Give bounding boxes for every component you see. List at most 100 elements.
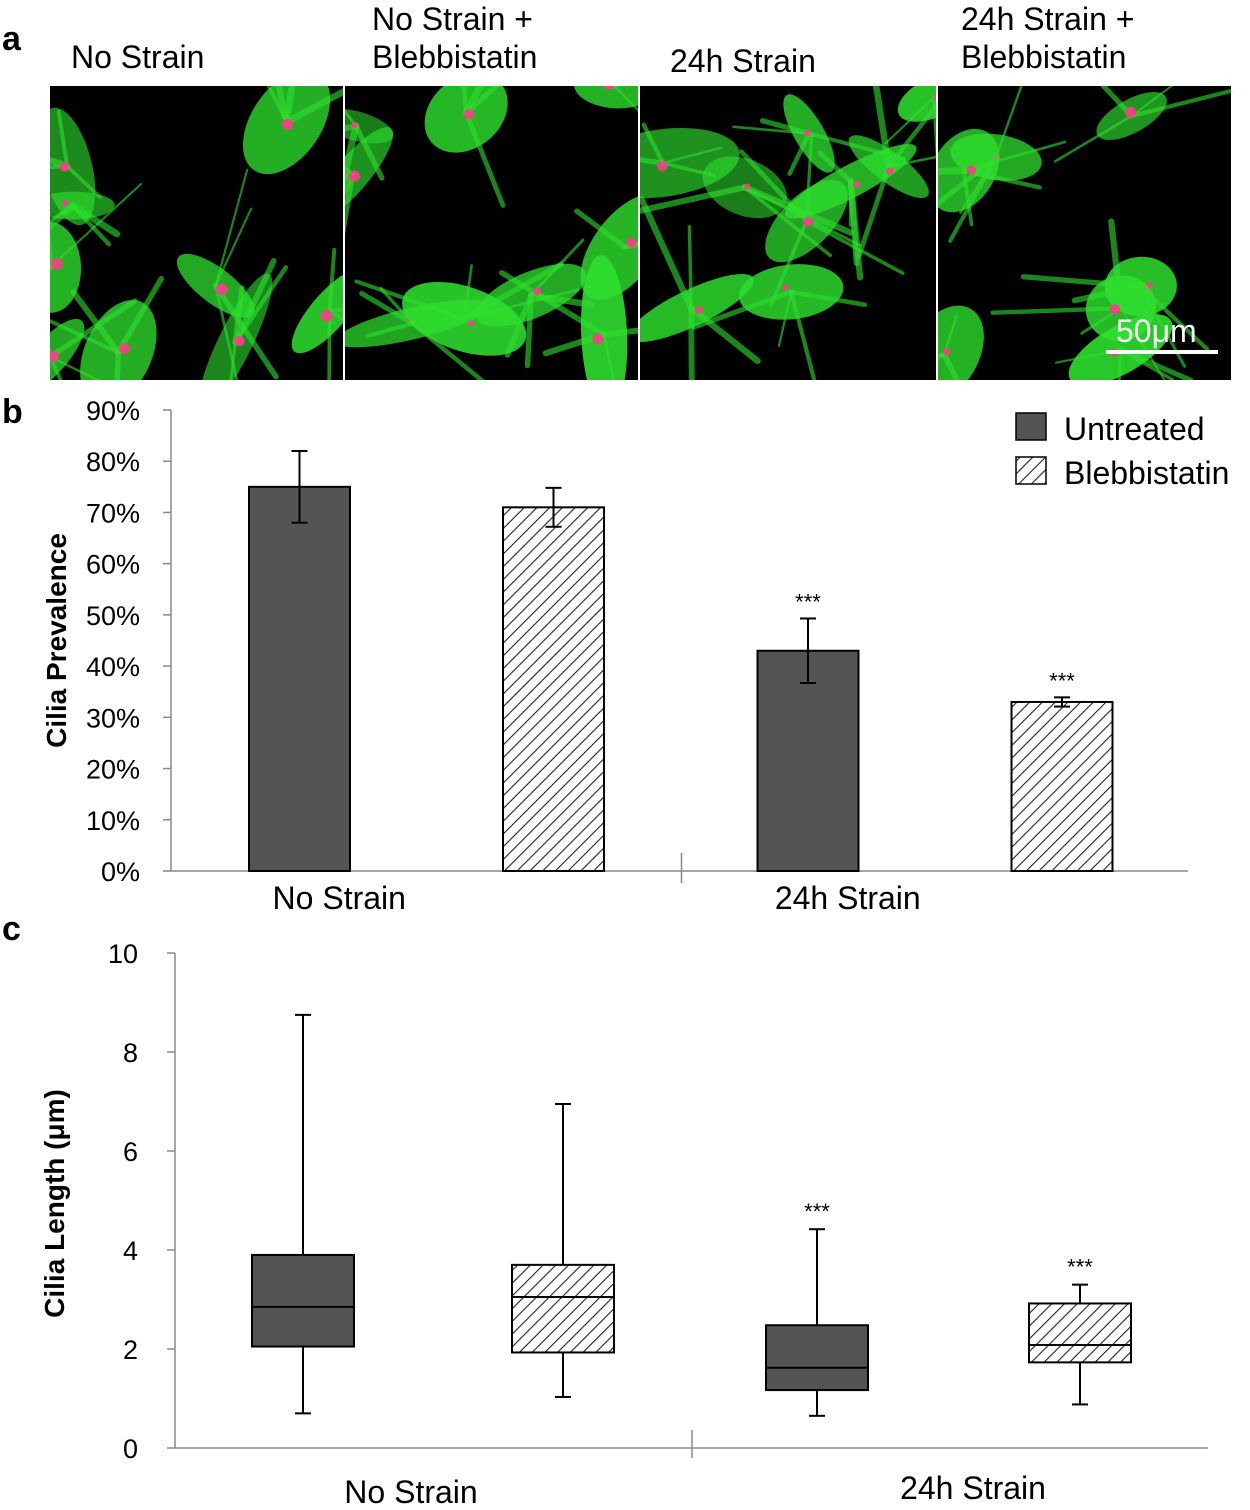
condition-title-2: No Strain + Blebbistatin xyxy=(372,0,537,76)
actin-fiber xyxy=(661,146,723,165)
actin-fiber xyxy=(1119,307,1166,380)
actin-fiber xyxy=(687,304,761,365)
actin-fiber xyxy=(229,340,237,380)
significance-marker: *** xyxy=(795,589,821,614)
actin-fiber xyxy=(214,168,249,287)
cilia-dot xyxy=(781,284,789,291)
actin-fiber xyxy=(1053,114,1133,163)
actin-fiber xyxy=(345,171,356,235)
box xyxy=(251,1253,355,1348)
y-tick-label: 40% xyxy=(86,652,140,682)
actin-fiber xyxy=(232,285,245,346)
actin-fiber xyxy=(687,225,693,310)
cilia-dot xyxy=(803,216,814,227)
prevalence-bar-chart: 0% 10% 20% 30% 40% 50% 60% 70% 80% 90% Cilia Preva… xyxy=(41,396,1229,916)
y-axis-title: Cilia Prevalence xyxy=(41,533,72,748)
actin-fiber xyxy=(941,351,960,380)
cilia-dot xyxy=(853,180,861,189)
condition-title-1-line1: No Strain xyxy=(71,39,205,75)
x-category-label: 24h Strain xyxy=(900,1470,1046,1506)
cilia-dot xyxy=(744,183,751,190)
actin-fiber xyxy=(1130,86,1174,118)
x-category-label: No Strain xyxy=(344,1474,477,1510)
legend-label: Blebbistatin xyxy=(1064,455,1229,491)
cilia-dot xyxy=(966,165,977,175)
actin-fiber xyxy=(847,178,864,281)
cilia-dot xyxy=(50,350,59,363)
condition-title-2-line1: No Strain + xyxy=(372,1,533,37)
actin-fiber xyxy=(527,291,595,308)
actin-fiber xyxy=(1108,218,1125,312)
actin-fiber xyxy=(365,321,415,339)
actin-fiber xyxy=(787,131,812,176)
bar xyxy=(1010,700,1114,873)
actin-fiber xyxy=(115,275,165,356)
actin-fiber xyxy=(462,86,484,117)
condition-title-1: No Strain xyxy=(71,38,204,76)
cilia-dot xyxy=(626,237,637,248)
actin-fiber xyxy=(789,289,817,380)
actin-fiber xyxy=(266,86,289,124)
actin-fiber xyxy=(613,86,638,112)
cilia-dot xyxy=(933,92,936,102)
micrograph-no-strain-image xyxy=(50,86,343,380)
actin-fiber xyxy=(275,86,290,126)
cilia-dot xyxy=(351,121,358,129)
significance-marker: *** xyxy=(1067,1255,1093,1280)
actin-fiber xyxy=(884,95,936,145)
box xyxy=(1028,1302,1132,1364)
x-category-label: 24h Strain xyxy=(775,880,921,916)
cilia-dot xyxy=(533,287,542,296)
actin-fiber xyxy=(1117,348,1123,380)
y-tick-label: 2 xyxy=(123,1335,138,1365)
condition-title-4-line2: Blebbistatin xyxy=(961,39,1127,75)
cilia-dot xyxy=(942,348,951,356)
actin-fiber xyxy=(990,305,1124,315)
micrograph-24h-strain-blebbistatin: 50μm xyxy=(938,86,1231,380)
y-tick-label: 90% xyxy=(86,396,140,426)
y-tick-label: 20% xyxy=(86,755,140,785)
actin-fiber xyxy=(886,102,936,169)
panel-c-label: c xyxy=(2,910,21,948)
actin-fiber xyxy=(602,333,615,380)
legend-swatch xyxy=(1015,412,1047,441)
x-category-label: No Strain xyxy=(273,880,406,916)
actin-fiber xyxy=(994,86,1023,159)
micrograph-no-strain xyxy=(50,86,343,380)
cilia-dot xyxy=(804,129,811,137)
bar xyxy=(756,649,860,872)
actin-fiber xyxy=(641,122,665,166)
actin-fiber xyxy=(232,257,277,346)
actin-fiber xyxy=(50,354,63,380)
actin-fiber xyxy=(214,207,253,287)
actin-fiber xyxy=(932,94,936,161)
actin-fiber xyxy=(56,110,70,169)
actin-fiber xyxy=(769,219,809,307)
actin-fiber xyxy=(887,155,936,168)
length-box-plot: 0 2 4 6 8 10 Cilia Length (μm) No Strain 24h Str… xyxy=(39,939,1208,1510)
actin-fiber xyxy=(359,290,415,326)
cilia-dot xyxy=(463,108,474,120)
y-axis-title: Cilia Length (μm) xyxy=(39,1089,70,1318)
legend-swatch xyxy=(1015,456,1047,485)
micrograph-no-strain-blebbistatin-image xyxy=(345,86,638,380)
actin-fiber xyxy=(283,86,296,126)
condition-title-3: 24h Strain xyxy=(670,42,816,80)
y-tick-label: 10% xyxy=(86,806,140,836)
cilia-dot xyxy=(1109,304,1121,315)
condition-title-4: 24h Strain + Blebbistatin xyxy=(961,0,1134,76)
actin-fiber xyxy=(788,289,868,307)
y-tick-label: 50% xyxy=(86,601,140,631)
actin-fiber xyxy=(640,196,695,312)
cilia-dot xyxy=(59,161,70,172)
actin-fiber xyxy=(65,164,102,200)
cilia-dot xyxy=(50,258,63,271)
actin-fiber xyxy=(69,202,121,238)
actin-fiber xyxy=(462,264,473,321)
actin-fiber xyxy=(354,279,467,321)
actin-fiber xyxy=(233,265,289,345)
actin-fiber xyxy=(1118,348,1175,380)
cilia-dot xyxy=(1125,106,1137,118)
cilia-dot xyxy=(281,118,294,131)
actin-fiber xyxy=(50,202,76,231)
